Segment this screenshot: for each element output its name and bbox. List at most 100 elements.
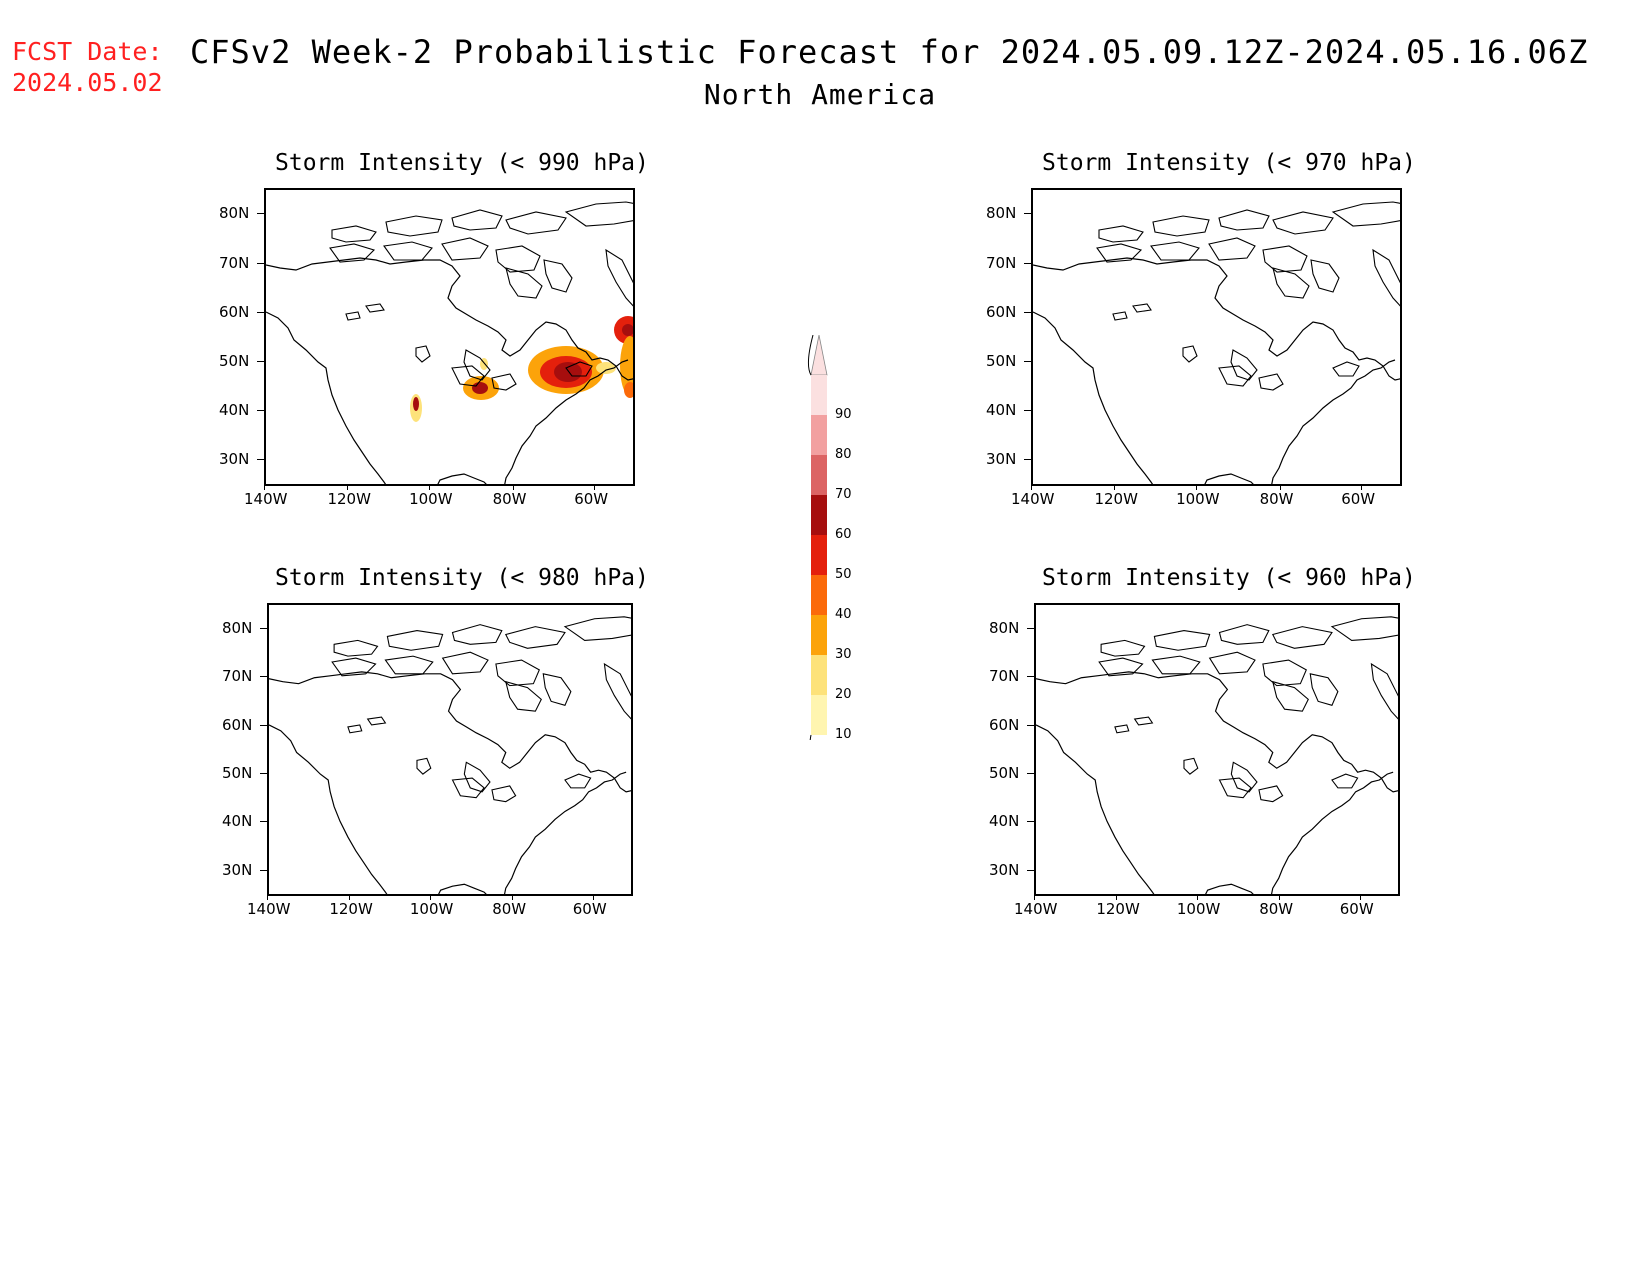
lon-tick-label: 120W xyxy=(327,490,371,508)
lat-tick-label: 60N xyxy=(219,302,250,321)
coastline-island xyxy=(543,259,573,293)
lat-tick xyxy=(1024,311,1031,313)
lat-tick xyxy=(1027,772,1034,774)
lat-tick xyxy=(257,311,264,313)
coastline-island xyxy=(441,237,489,261)
lat-tick xyxy=(1024,213,1031,215)
coastline-island xyxy=(463,349,491,381)
coastline-island xyxy=(505,211,567,235)
lat-tick xyxy=(1024,262,1031,264)
lon-tick-label: 140W xyxy=(1011,490,1055,508)
colorbar-triangle xyxy=(810,334,828,376)
colorbar-level-label: 20 xyxy=(835,687,852,702)
lat-tick-label: 40N xyxy=(989,812,1020,831)
lon-tick-label: 100W xyxy=(409,490,453,508)
colorbar-level-label: 40 xyxy=(835,607,852,622)
colorbar-swatch xyxy=(811,495,827,535)
colorbar-swatch xyxy=(811,535,827,575)
colorbar-swatch xyxy=(811,615,827,655)
lat-tick xyxy=(1027,869,1034,871)
lon-tick-label: 60W xyxy=(574,490,609,508)
coastline-island xyxy=(1230,349,1258,381)
probability-shading xyxy=(596,362,616,374)
coastline-island xyxy=(415,345,431,363)
lon-tick-label: 140W xyxy=(1014,900,1058,918)
lat-tick-label: 50N xyxy=(219,351,250,370)
map-frame xyxy=(1031,188,1402,486)
coastline-island xyxy=(451,209,503,231)
lon-tick-label: 80W xyxy=(1259,490,1294,508)
lon-tick xyxy=(1031,485,1032,490)
lat-tick-label: 80N xyxy=(219,204,250,223)
lat-tick-label: 70N xyxy=(986,253,1017,272)
lat-tick-label: 50N xyxy=(986,351,1017,370)
lon-tick-label: 140W xyxy=(244,490,288,508)
coastline-island xyxy=(1258,785,1284,803)
coastline-island xyxy=(504,626,566,649)
lon-tick-label: 140W xyxy=(247,900,291,918)
coastline-island xyxy=(451,624,503,645)
coastline-island xyxy=(1133,716,1154,726)
lon-tick-label: 60W xyxy=(1339,900,1374,918)
coastline-island xyxy=(365,303,385,313)
lat-tick-label: 40N xyxy=(986,401,1017,419)
coastline-island xyxy=(366,716,387,726)
lon-tick xyxy=(347,485,349,490)
coastline-island xyxy=(1271,626,1333,649)
lon-tick-label: 60W xyxy=(1341,490,1376,508)
coastline xyxy=(1036,671,1398,894)
map-svg xyxy=(269,616,631,894)
coastline-island xyxy=(347,724,363,734)
lat-tick xyxy=(1027,627,1034,629)
lat-tick xyxy=(1027,676,1034,678)
lat-tick-label: 50N xyxy=(222,763,253,782)
coastline-island xyxy=(564,773,592,789)
lat-tick-label: 60N xyxy=(986,302,1017,321)
coastline-island xyxy=(1153,630,1211,651)
coastline-island xyxy=(329,243,376,263)
lat-tick-label: 80N xyxy=(986,204,1017,223)
coastline-island xyxy=(1331,201,1400,227)
probability-shading xyxy=(554,362,582,382)
lon-tick-label: 100W xyxy=(409,900,454,918)
coastline-island xyxy=(605,248,633,307)
colorbar-swatch xyxy=(811,375,827,415)
coastline-island xyxy=(1332,361,1360,377)
coastline-island xyxy=(1208,237,1256,261)
colorbar-swatch xyxy=(811,415,827,455)
colorbar-level-label: 10 xyxy=(835,727,852,742)
coastline-island xyxy=(1272,211,1334,235)
coastline-island xyxy=(441,651,489,675)
coastline-island xyxy=(542,673,572,706)
coastline-island xyxy=(1096,243,1143,263)
coastline-island xyxy=(331,657,377,677)
lat-tick xyxy=(260,627,267,629)
coastline-island xyxy=(1150,241,1200,261)
coastline-island xyxy=(495,245,541,273)
coastline-island xyxy=(451,777,485,799)
lon-tick xyxy=(429,485,431,490)
coastline-island xyxy=(333,639,379,657)
lat-tick xyxy=(1024,360,1031,362)
lon-tick-label: 80W xyxy=(1259,900,1294,918)
colorbar-level-label: 70 xyxy=(835,487,852,502)
lon-tick xyxy=(1279,895,1281,900)
coastline xyxy=(1033,257,1400,484)
fcst-date-block: FCST Date: 2024.05.02 xyxy=(12,36,163,98)
colorbar-level-label: 80 xyxy=(835,447,852,462)
lat-tick xyxy=(1024,410,1031,411)
lon-tick-label: 120W xyxy=(1096,900,1140,918)
lon-tick xyxy=(267,895,268,900)
lon-tick-label: 80W xyxy=(492,900,527,918)
coastline-island xyxy=(564,201,633,227)
lat-tick xyxy=(257,459,264,461)
coastline-island xyxy=(1262,659,1307,687)
coastline-island xyxy=(1218,209,1270,231)
coastline-island xyxy=(1272,267,1310,299)
coastline-island xyxy=(1114,724,1130,734)
probability-shading xyxy=(472,382,488,394)
lat-tick-label: 80N xyxy=(222,618,253,637)
lat-tick xyxy=(1027,821,1034,823)
map-svg xyxy=(1036,616,1398,894)
lon-tick xyxy=(1196,895,1198,900)
